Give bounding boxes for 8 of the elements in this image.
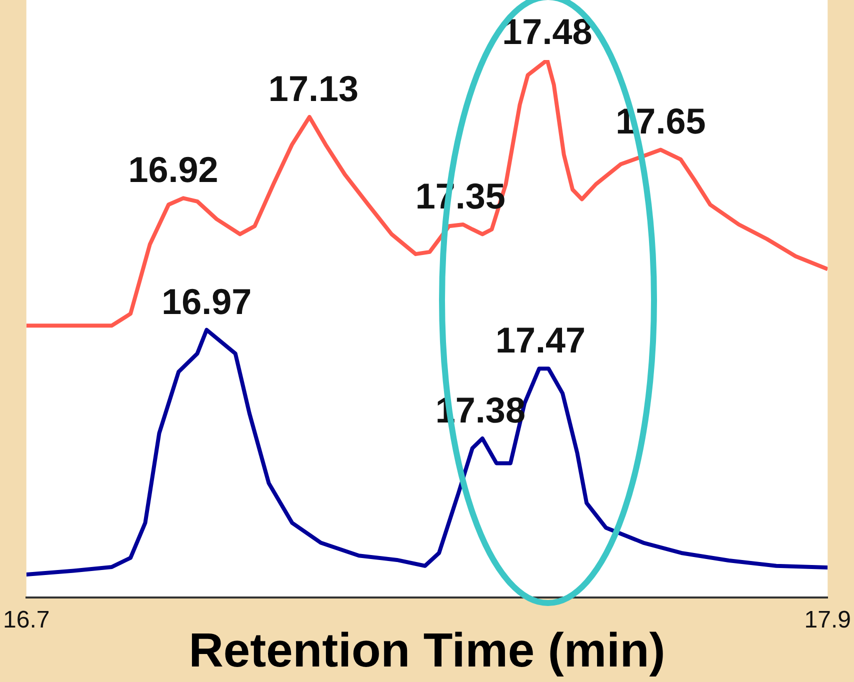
- annotation: 16.97: [162, 280, 252, 322]
- annotation: 17.13: [268, 68, 359, 109]
- annotation: 17.47: [495, 320, 586, 361]
- annotation: 17.48: [502, 10, 592, 52]
- x-tick-label: 17.9: [804, 606, 852, 634]
- annotation: 16.92: [128, 149, 218, 190]
- x-axis-title: Retention Time (min): [188, 624, 666, 678]
- x-tick-label: 16.7: [2, 606, 50, 634]
